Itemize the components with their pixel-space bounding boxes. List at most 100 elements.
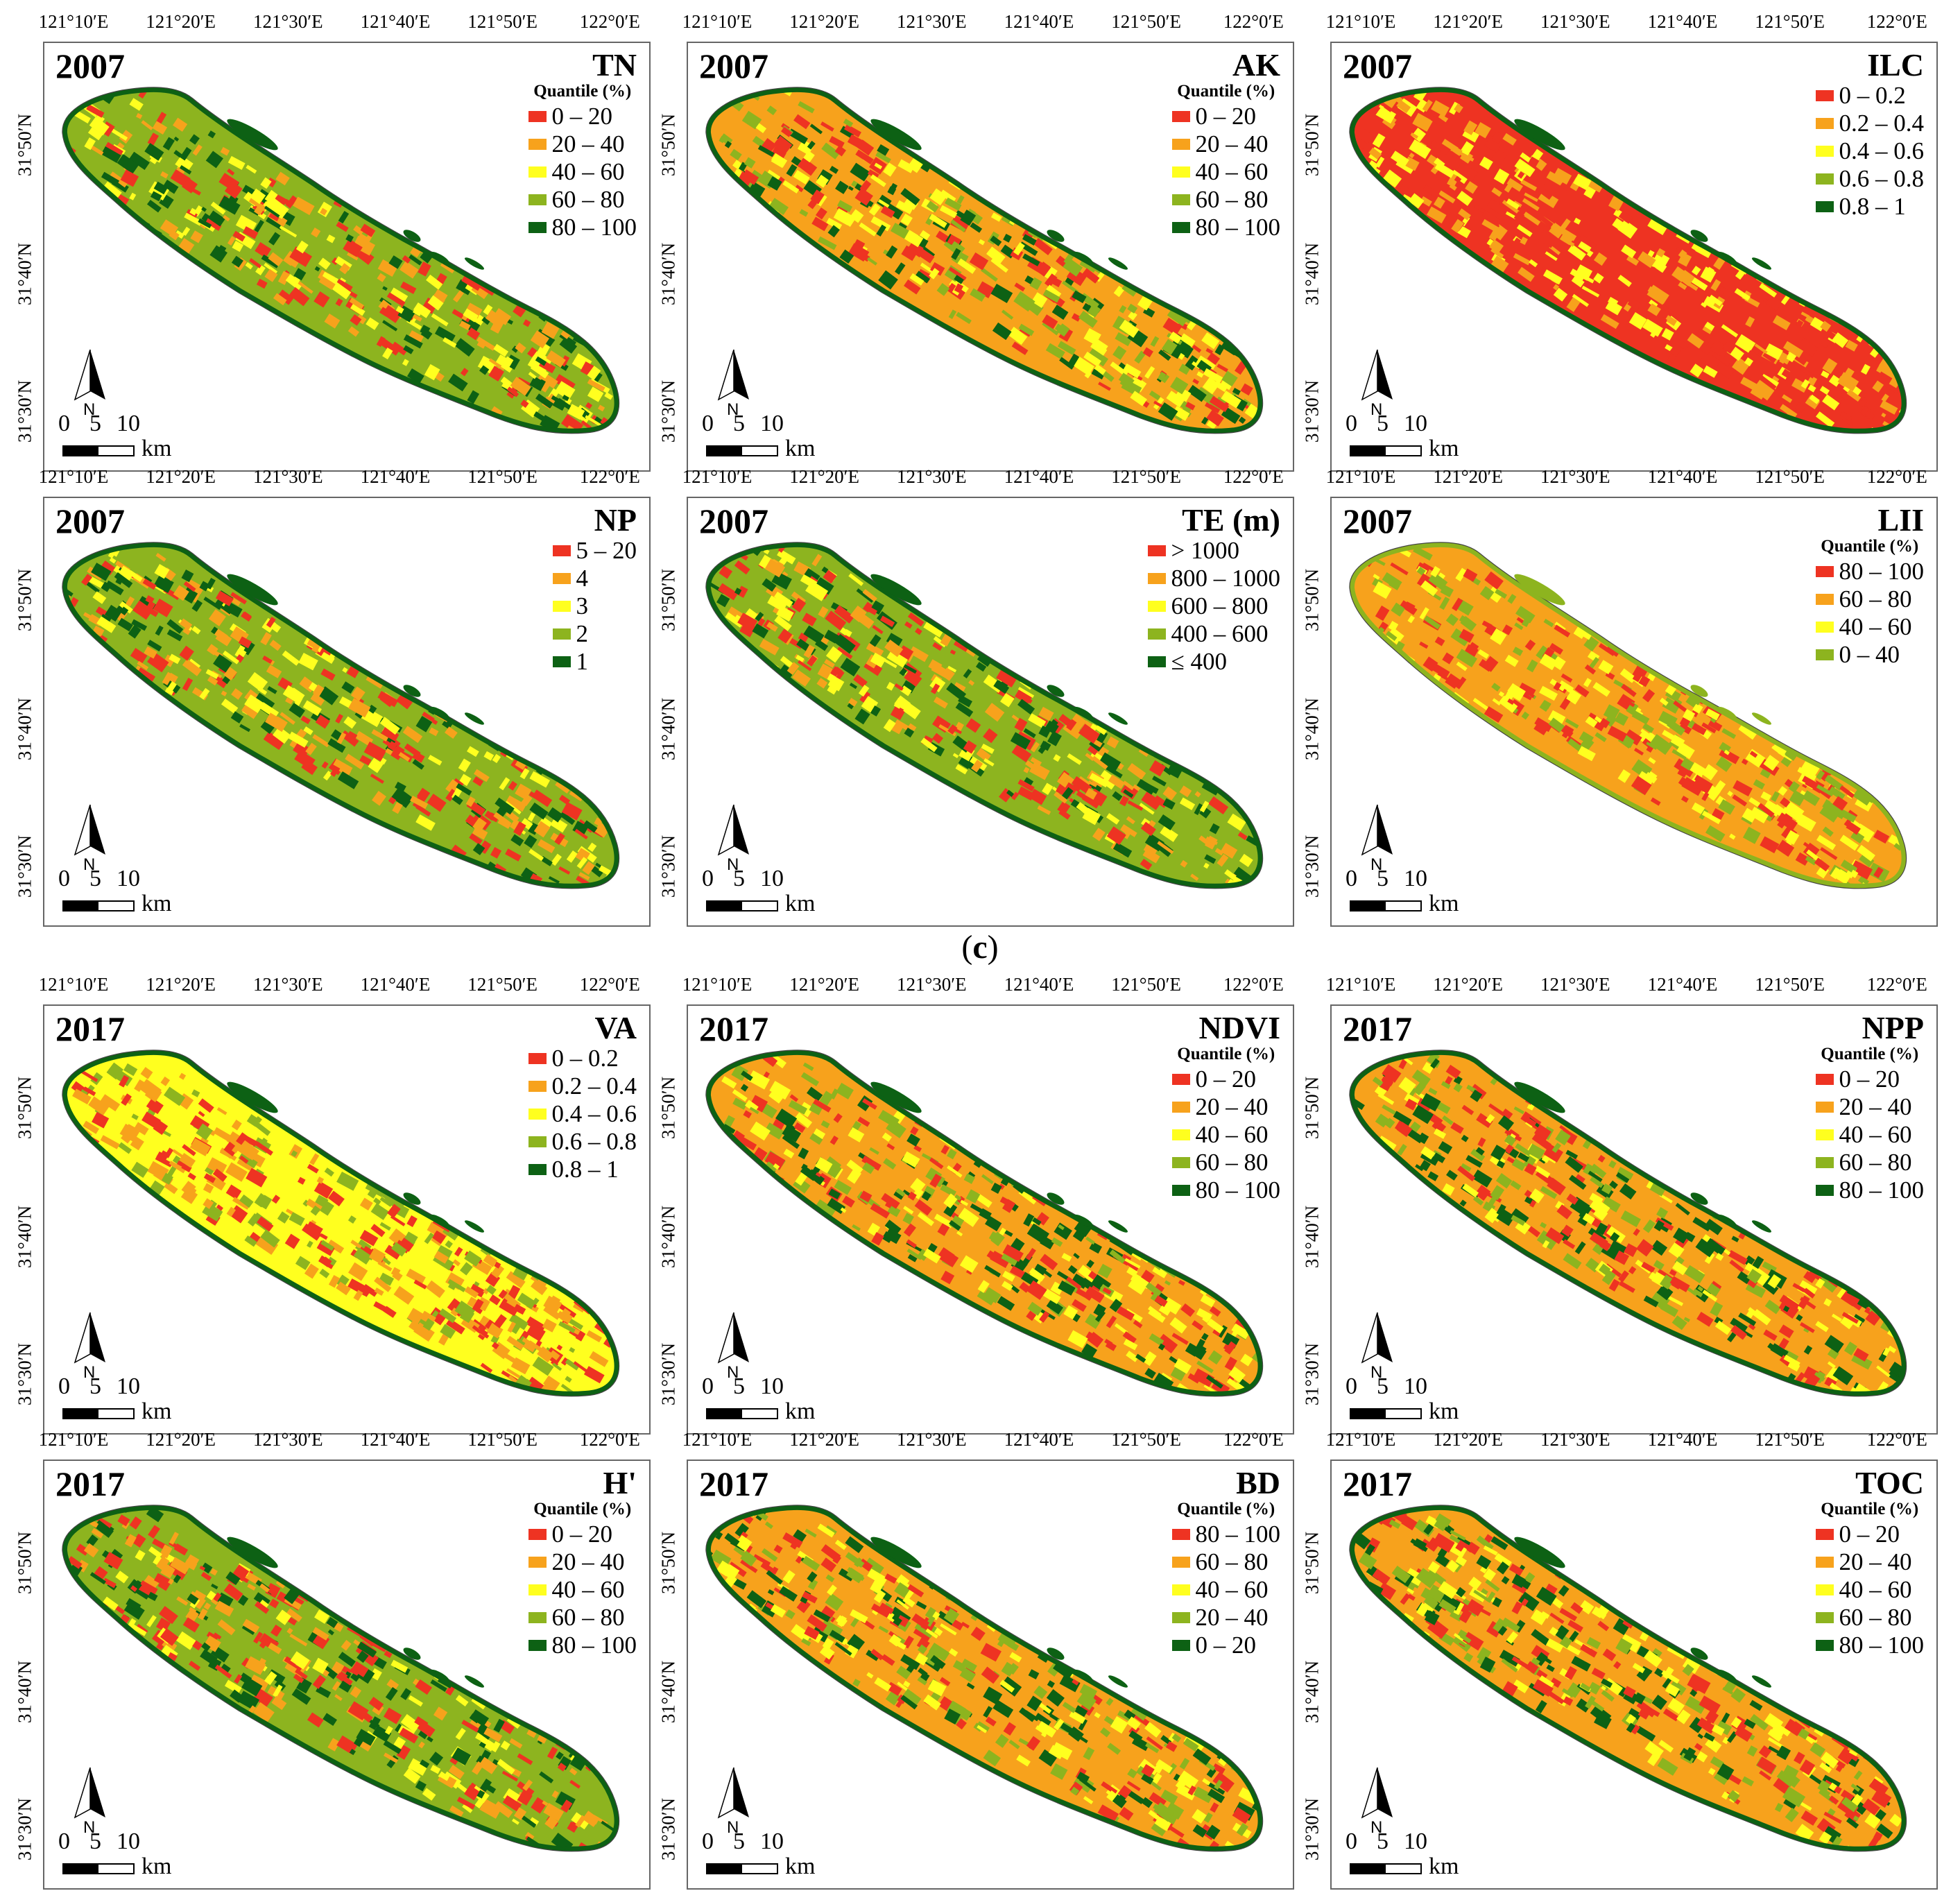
land-cell	[1515, 243, 1536, 262]
land-cell	[431, 719, 438, 725]
islet	[1752, 1220, 1771, 1233]
land-cell	[293, 1673, 304, 1684]
land-cell	[544, 1815, 558, 1830]
land-cell	[360, 197, 372, 207]
land-cell	[1760, 769, 1771, 779]
land-cell	[227, 155, 246, 170]
land-cell	[1676, 233, 1690, 244]
land-cell	[928, 659, 943, 673]
land-cell	[415, 814, 436, 831]
legend-label: 60 – 80	[551, 186, 625, 214]
islet	[870, 574, 922, 606]
land-cell	[260, 1229, 280, 1248]
land-cell	[424, 363, 440, 381]
longitude-label: 121°50′E	[1755, 466, 1825, 487]
land-cell	[1624, 729, 1642, 746]
land-cell	[1747, 350, 1765, 363]
land-cell	[1842, 417, 1853, 427]
land-cell	[717, 583, 739, 601]
land-cell	[1128, 1279, 1146, 1295]
land-cell	[1502, 200, 1520, 214]
land-cell	[929, 1157, 944, 1170]
land-cell	[1159, 746, 1168, 755]
scale-five: 5	[89, 866, 101, 891]
legend-item: ≤ 400	[1147, 648, 1281, 676]
land-cell	[1011, 791, 1020, 801]
legend: NDVI Quantile (%) 0 – 20 20 – 40 40 – 60 60 –…	[1171, 1011, 1281, 1204]
land-cell	[1160, 825, 1178, 842]
land-cell	[1246, 1298, 1259, 1309]
scale-unit: km	[785, 891, 816, 916]
legend-item: 40 – 60	[1171, 1121, 1281, 1149]
land-cell	[115, 579, 123, 585]
land-cell	[903, 1223, 916, 1237]
land-cell	[1593, 273, 1604, 284]
land-cell	[412, 751, 425, 763]
land-cell	[1072, 1230, 1085, 1242]
land-cell	[1221, 406, 1241, 425]
land-cell	[321, 761, 329, 769]
land-cell	[332, 1681, 341, 1691]
land-cell	[1800, 379, 1810, 389]
land-cell	[1640, 728, 1651, 737]
land-cell	[983, 1686, 1003, 1705]
land-cell	[521, 794, 533, 807]
land-cell	[1252, 1766, 1263, 1777]
land-cell	[807, 196, 820, 209]
land-cell	[396, 1744, 411, 1760]
land-cell	[1603, 704, 1620, 721]
land-cell	[1697, 1285, 1704, 1292]
land-cell	[1832, 332, 1849, 348]
land-cell	[350, 686, 366, 701]
land-cell	[205, 669, 219, 679]
land-cell	[448, 1765, 465, 1780]
island-map	[62, 1050, 620, 1397]
legend-item: 80 – 100	[1171, 214, 1280, 241]
land-cell	[870, 652, 886, 668]
land-cell	[1527, 1143, 1545, 1161]
land-cell	[1495, 588, 1508, 599]
land-cell	[1732, 794, 1748, 807]
longitude-label: 122°0′E	[1866, 466, 1927, 487]
land-cell	[887, 1205, 901, 1217]
land-cell	[465, 302, 483, 319]
legend-title: NPP	[1862, 1010, 1924, 1045]
land-cell	[947, 724, 958, 735]
land-cell	[1831, 1313, 1842, 1322]
land-cell	[1433, 1152, 1446, 1163]
land-cell	[119, 1075, 130, 1088]
legend-item: 80 – 100	[1171, 1176, 1280, 1204]
land-cell	[1803, 1345, 1813, 1355]
land-cell	[769, 1081, 791, 1100]
land-cell	[1642, 1219, 1656, 1233]
land-cell	[201, 1642, 211, 1652]
land-cell	[479, 1799, 502, 1819]
land-cell	[798, 632, 809, 643]
land-cell	[1202, 1316, 1210, 1324]
land-cell	[341, 1640, 352, 1651]
land-cell	[609, 1306, 619, 1319]
land-cell	[741, 196, 751, 206]
legend-label: 20 – 40	[1195, 130, 1269, 158]
land-cell	[977, 1721, 990, 1732]
land-cell	[1574, 1241, 1586, 1255]
land-cell	[603, 334, 610, 341]
land-cell	[904, 669, 922, 687]
land-cell	[1042, 1288, 1061, 1304]
land-cell	[134, 1079, 146, 1093]
legend-label: 60 – 80	[1839, 1149, 1912, 1176]
land-cell	[1228, 1366, 1246, 1383]
land-cell	[1846, 1398, 1855, 1407]
land-cell	[1563, 1253, 1582, 1269]
land-cell	[1124, 1258, 1141, 1269]
land-cell	[587, 386, 604, 402]
land-cell	[1217, 854, 1229, 867]
land-cell	[320, 207, 327, 216]
land-cell	[350, 1686, 362, 1698]
land-cell	[180, 146, 192, 161]
land-cell	[136, 112, 143, 119]
land-cell	[175, 155, 194, 173]
land-cell	[327, 738, 346, 753]
land-cell	[965, 1212, 975, 1222]
land-cell	[1497, 1115, 1515, 1131]
